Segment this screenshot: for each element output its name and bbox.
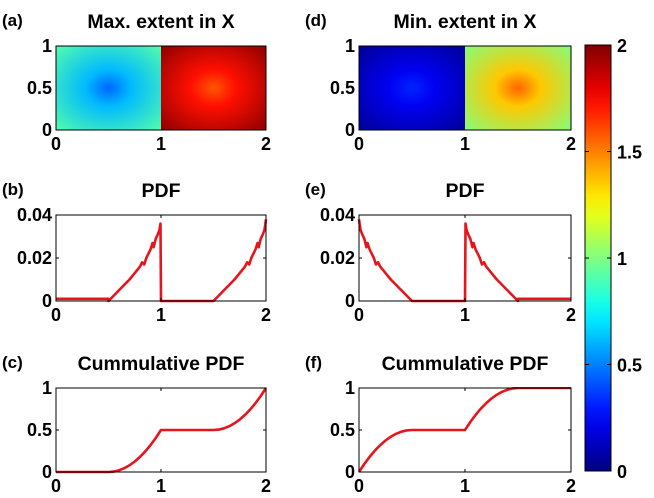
y-tick-label: 0.5 [27,78,52,98]
y-tick-label: 1 [345,36,355,56]
panel-title: PDF [142,180,181,202]
y-tick-label: 0.5 [27,420,52,440]
panel-tag: (f) [305,353,322,372]
colorbar-gradient [585,45,611,471]
x-tick-label: 0 [51,305,61,325]
x-tick-label: 2 [261,305,271,325]
series-line [56,219,268,303]
panel-title: Min. extent in X [393,11,536,33]
panel-tag: (a) [2,11,23,30]
y-tick-label: 0.5 [330,78,355,98]
x-tick-label: 1 [460,476,470,496]
panel-tag: (b) [2,180,24,199]
panel-tag: (d) [305,11,327,30]
y-tick-label: 0 [345,462,355,482]
x-tick-label: 0 [354,305,364,325]
colorbar-tick-label: 1.5 [617,143,642,163]
x-tick-label: 2 [261,134,271,154]
colorbar-tick-label: 1 [617,249,627,269]
x-tick-label: 1 [460,134,470,154]
x-tick-label: 0 [354,476,364,496]
y-tick-label: 0.5 [330,420,355,440]
axes-frame [55,45,267,131]
x-tick-label: 2 [566,476,576,496]
x-tick-label: 0 [354,134,364,154]
x-tick-label: 1 [156,476,166,496]
y-tick-label: 0 [345,120,355,140]
y-tick-label: 1 [345,378,355,398]
panel-e: (e) PDF 0 1 2 0 0.02 0.04 [305,180,576,325]
panel-b: (b) PDF 0 1 2 0 0.02 0.04 [2,180,271,325]
colorbar-tick-label: 2 [617,36,627,56]
panel-title: Cummulative PDF [78,353,245,375]
x-tick-label: 1 [156,305,166,325]
y-tick-label: 1 [42,378,52,398]
heatmap-cell [161,46,266,130]
series-line [357,387,571,473]
y-tick-label: 0.04 [320,205,355,225]
panel-f: (f) Cummulative PDF 0 1 2 0 0.5 1 [305,353,576,496]
panel-tag: (c) [2,353,23,372]
series-line [56,387,268,474]
x-tick-label: 1 [460,305,470,325]
heatmap-cell [56,46,161,130]
heatmap-cell [359,46,465,130]
panel-d: (d) Min. extent in X 0 1 2 0 0.5 1 [305,11,576,154]
heatmap-cell [465,46,571,130]
y-tick-label: 1 [42,36,52,56]
x-tick-label: 0 [51,134,61,154]
y-tick-label: 0 [42,291,52,311]
panel-c: (c) Cummulative PDF 0 1 2 0 0.5 1 [2,353,271,496]
y-tick-label: 0.02 [17,248,52,268]
x-tick-label: 2 [566,134,576,154]
y-tick-label: 0 [42,120,52,140]
colorbar-tick-label: 0.5 [617,356,642,376]
x-tick-label: 2 [261,476,271,496]
panel-title: Max. extent in X [87,11,234,33]
x-tick-label: 2 [566,305,576,325]
colorbar: 0 0.5 1 1.5 2 [584,36,642,482]
panel-title: Cummulative PDF [382,353,549,375]
panel-a: (a) Max. extent in X 0 1 2 0 0.5 1 [2,11,271,154]
panel-title: PDF [446,180,485,202]
y-tick-label: 0.02 [320,248,355,268]
x-tick-label: 1 [156,134,166,154]
y-tick-label: 0 [42,462,52,482]
x-tick-label: 0 [51,476,61,496]
series-line [357,219,571,303]
y-tick-label: 0.04 [17,205,52,225]
y-tick-label: 0 [345,291,355,311]
axes-frame [358,45,572,131]
colorbar-tick-label: 0 [617,462,627,482]
panel-tag: (e) [305,180,326,199]
